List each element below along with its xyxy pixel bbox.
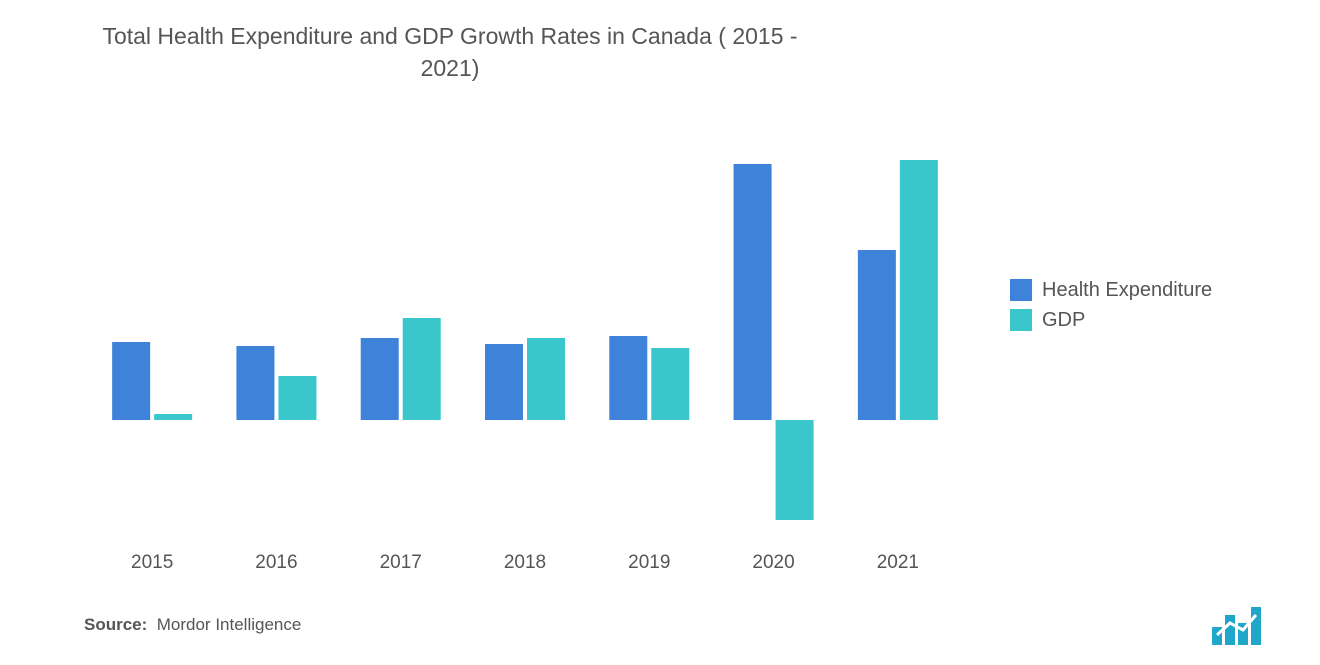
bar (361, 338, 399, 420)
x-tick-label: 2017 (351, 552, 451, 574)
bar (485, 344, 523, 420)
x-tick-label: 2020 (724, 552, 824, 574)
x-tick-label: 2016 (226, 552, 326, 574)
bar (776, 420, 814, 520)
x-tick-label: 2015 (102, 552, 202, 574)
x-tick-label: 2021 (848, 552, 948, 574)
legend-label-health: Health Expenditure (1042, 275, 1212, 305)
bar (278, 376, 316, 420)
legend-swatch-health (1010, 279, 1032, 301)
chart-title: Total Health Expenditure and GDP Growth … (90, 20, 810, 84)
legend-swatch-gdp (1010, 309, 1032, 331)
chart-container: Total Health Expenditure and GDP Growth … (0, 0, 1320, 665)
bar (734, 164, 772, 420)
legend-item-health: Health Expenditure (1010, 275, 1212, 305)
bar (651, 348, 689, 420)
bar (236, 346, 274, 420)
legend-item-gdp: GDP (1010, 305, 1212, 335)
source-text: Mordor Intelligence (157, 615, 302, 634)
bar-chart-svg (90, 140, 960, 540)
source-citation: Source: Mordor Intelligence (84, 615, 301, 635)
bar (900, 160, 938, 420)
x-axis-labels: 2015 2016 2017 2018 2019 2020 2021 (90, 552, 960, 582)
mordor-logo-svg (1212, 605, 1280, 645)
legend-label-gdp: GDP (1042, 305, 1085, 335)
legend: Health Expenditure GDP (1010, 275, 1212, 335)
bar (527, 338, 565, 420)
x-tick-label: 2018 (475, 552, 575, 574)
bar (858, 250, 896, 420)
mordor-logo (1212, 605, 1280, 645)
bar (112, 342, 150, 420)
source-prefix: Source: (84, 615, 147, 634)
plot-area (90, 140, 960, 540)
bar (154, 414, 192, 420)
bar (403, 318, 441, 420)
bar (609, 336, 647, 420)
x-tick-label: 2019 (599, 552, 699, 574)
